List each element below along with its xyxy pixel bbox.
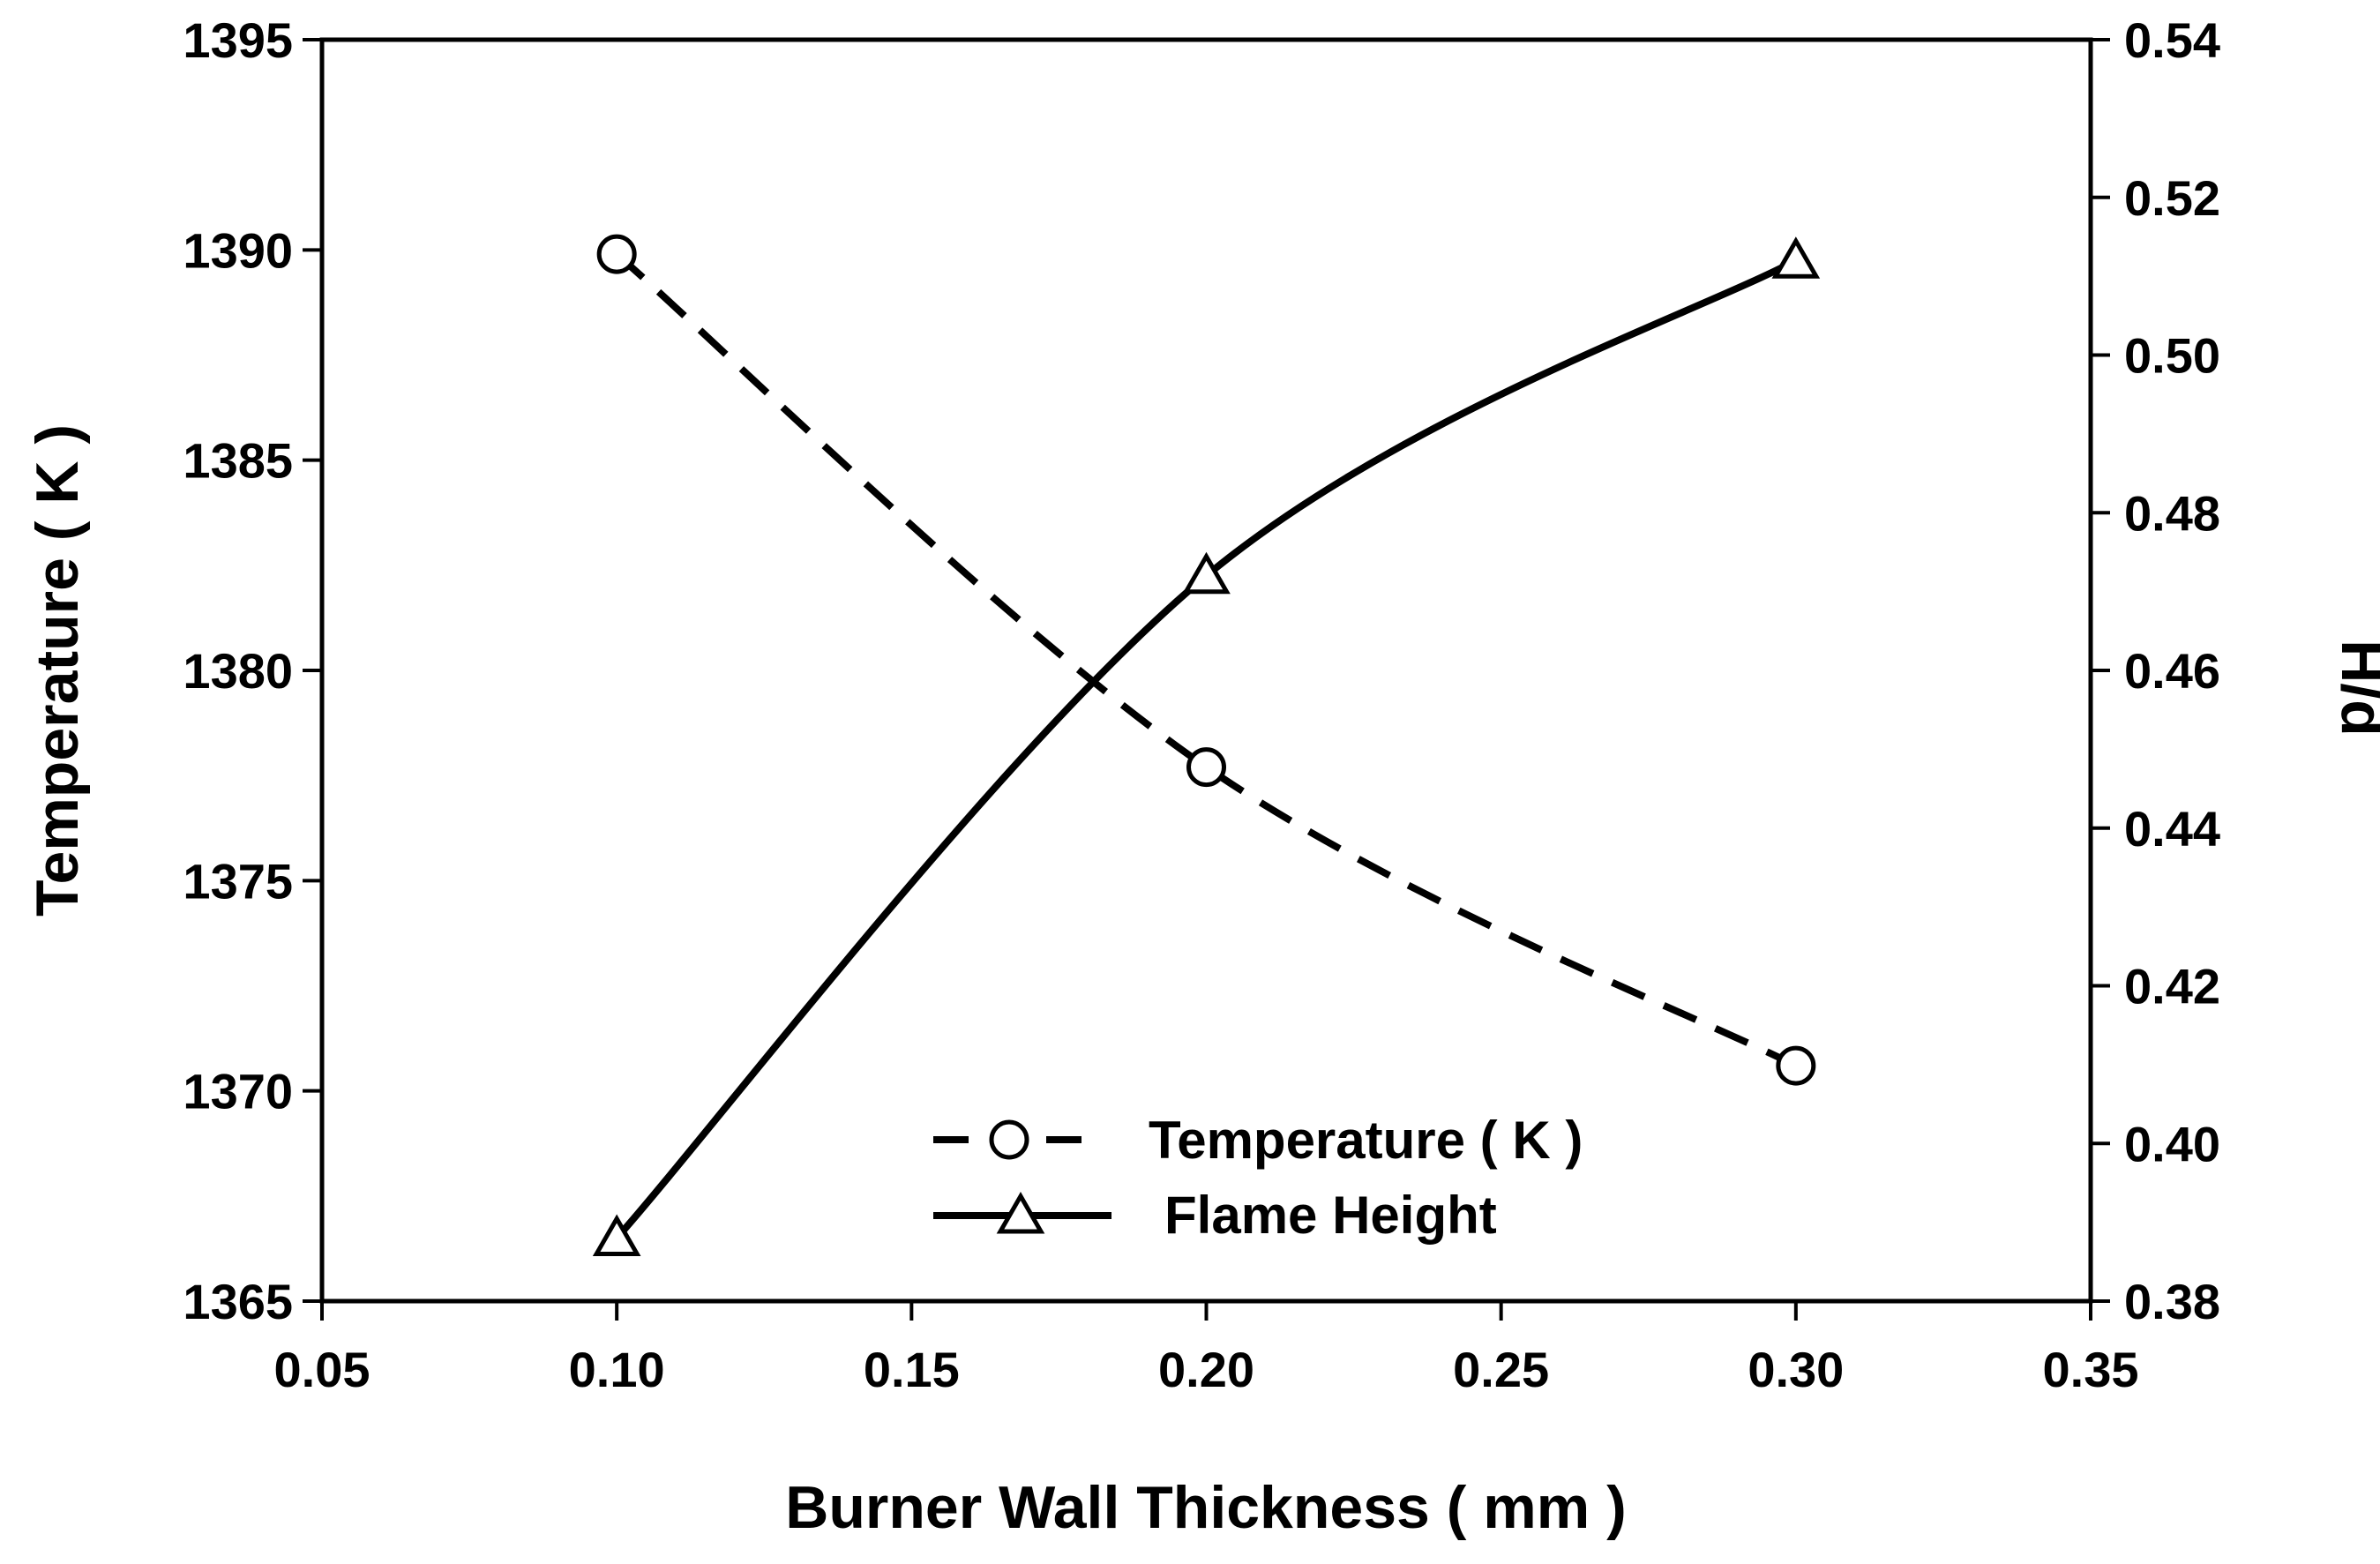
series-layer: [592, 234, 1821, 1256]
series-line-temperature: [614, 251, 1798, 1069]
x-tick-label: 0.20: [1158, 1342, 1254, 1397]
legend-flame-height-marker: [996, 1191, 1045, 1234]
right-y-tick-label: 0.38: [2124, 1274, 2220, 1329]
x-tick-label: 0.30: [1748, 1342, 1844, 1397]
right-y-tick-label: 0.42: [2124, 959, 2220, 1014]
x-tick-label: 0.15: [864, 1342, 960, 1397]
data-point-temperature: [596, 234, 637, 274]
right-y-tick-label: 0.46: [2124, 643, 2220, 699]
right-y-tick-label: 0.48: [2124, 485, 2220, 541]
left-y-tick-label: 1375: [183, 853, 293, 909]
right-y-tick-label: 0.52: [2124, 170, 2220, 226]
right-y-tick-label: 0.40: [2124, 1116, 2220, 1171]
data-point-flame-height: [1182, 551, 1231, 595]
x-tick-label: 0.25: [1453, 1342, 1549, 1397]
left-y-tick-label: 1380: [183, 643, 293, 699]
left-y-tick-label: 1390: [183, 222, 293, 278]
x-tick-label: 0.35: [2043, 1342, 2139, 1397]
data-point-flame-height: [1771, 236, 1821, 279]
left-y-tick-label: 1365: [183, 1274, 293, 1329]
left-y-tick-label: 1370: [183, 1064, 293, 1119]
right-y-tick-label: 0.44: [2124, 801, 2220, 857]
right-y-tick-label: 0.50: [2124, 328, 2220, 384]
x-axis-title: Burner Wall Thickness ( mm ): [785, 1474, 1626, 1541]
right-y-axis-ticks: 0.38 0.40 0.42 0.44 0.46 0.48 0.50 0.52 0.54: [2091, 12, 2220, 1329]
left-y-tick-label: 1395: [183, 12, 293, 68]
legend-temperature-marker: [989, 1119, 1029, 1160]
legend-flame-height-label: Flame Height: [1164, 1186, 1497, 1245]
legend: Temperature ( K ) Flame Height: [933, 1111, 1583, 1245]
right-y-axis-title: H/d: [2329, 640, 2380, 737]
legend-temperature-label: Temperature ( K ): [1149, 1111, 1583, 1170]
data-point-temperature: [1186, 747, 1226, 788]
data-point-temperature: [1776, 1045, 1816, 1086]
x-tick-label: 0.05: [274, 1342, 370, 1397]
x-tick-label: 0.10: [569, 1342, 665, 1397]
left-y-axis-ticks: 1365 1370 1375 1380 1385 1390 1395: [183, 12, 322, 1329]
right-y-tick-label: 0.54: [2124, 12, 2220, 68]
left-y-axis-title: Temperature ( K ): [24, 424, 91, 917]
left-y-tick-label: 1385: [183, 433, 293, 489]
x-axis-ticks: 0.05 0.10 0.15 0.20 0.25 0.30 0.35: [274, 1301, 2139, 1397]
data-point-flame-height: [592, 1214, 641, 1256]
